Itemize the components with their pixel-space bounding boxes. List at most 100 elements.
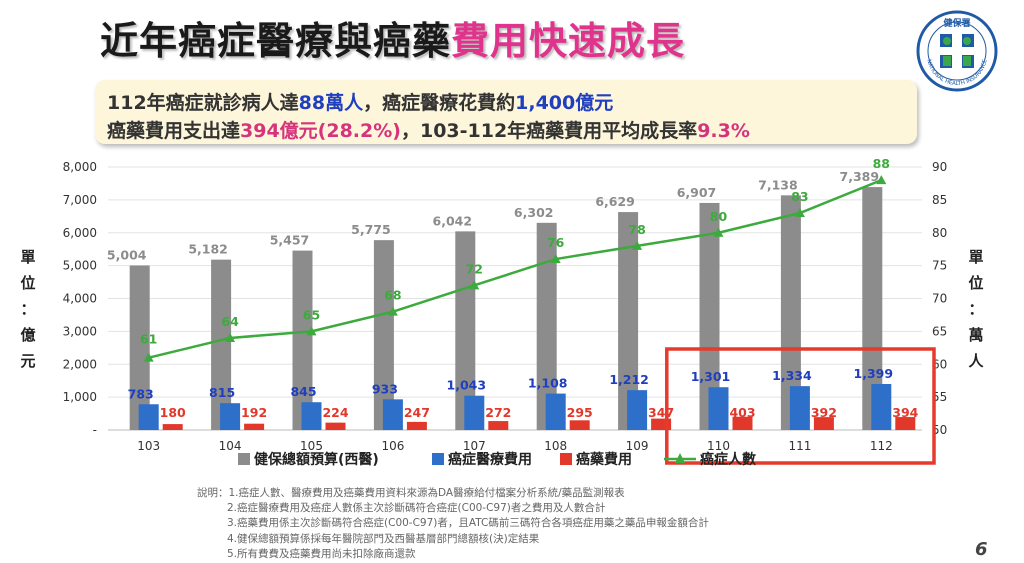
data-label: 5,775 [351, 222, 391, 237]
data-label: 392 [811, 405, 837, 420]
bar-cancer-drug [325, 422, 346, 430]
data-label: 180 [160, 405, 186, 420]
y2-tick-label: 60 [932, 357, 947, 371]
y2-tick-label: 65 [932, 324, 947, 338]
bar-budget [699, 202, 720, 430]
unit-char: 單 [20, 248, 36, 266]
line-point [632, 240, 643, 250]
data-label: 783 [128, 386, 154, 401]
y2-tick-label: 85 [932, 193, 947, 207]
data-label: 88 [873, 156, 890, 171]
data-label: 5,457 [270, 233, 310, 248]
legend-label: 癌症人數 [700, 451, 756, 468]
unit-char: 元 [20, 352, 36, 370]
data-label: 68 [384, 288, 401, 303]
x-tick-label: 112 [870, 439, 893, 453]
y-tick-label: 3,000 [63, 324, 97, 338]
y2-tick-label: 75 [932, 259, 947, 273]
y2-tick-label: 50 [932, 423, 947, 437]
data-label: 76 [547, 235, 565, 250]
y-tick-label: 2,000 [63, 357, 97, 371]
title-main: 近年癌症醫療與癌藥 [100, 19, 452, 63]
data-label: 394 [892, 405, 918, 420]
line-patients [148, 178, 882, 359]
data-label: 61 [140, 332, 157, 347]
bar-budget [373, 240, 394, 430]
x-tick-label: 105 [300, 439, 323, 453]
bar-cancer-care [464, 395, 485, 430]
summary-segment: ，103-112年癌藥費用平均成長率 [400, 120, 698, 142]
data-label: 78 [628, 222, 645, 237]
page-title: 近年癌症醫療與癌藥費用快速成長 [100, 10, 685, 65]
data-label: 5,004 [107, 247, 147, 262]
data-label: 1,043 [447, 378, 487, 393]
summary-segment: 394億元(28.2%) [240, 120, 401, 142]
bar-budget [455, 231, 476, 430]
line-point [794, 208, 805, 218]
data-label: 6,302 [514, 205, 554, 220]
line-point [143, 352, 154, 362]
x-tick-label: 106 [381, 439, 404, 453]
data-label: 1,301 [691, 369, 731, 384]
legend-label: 癌藥費用 [576, 451, 632, 468]
data-label: 403 [729, 405, 755, 420]
bar-cancer-drug [162, 424, 183, 430]
legend-swatch [432, 453, 444, 465]
bar-cancer-care [138, 404, 159, 430]
data-label: 845 [290, 384, 316, 399]
footnote-line: 4.健保總額預算係採每年醫院部門及西醫基層部門總額核(決)定結果 [227, 532, 540, 545]
page-number: 6 [975, 539, 988, 560]
data-label: 347 [648, 405, 674, 420]
y-tick-label: 7,000 [63, 193, 97, 207]
data-label: 7,389 [840, 169, 880, 184]
data-label: 6,042 [433, 213, 473, 228]
footnote-line: 5.所有費費及癌藥費用尚未扣除廠商還款 [227, 547, 416, 560]
legend-swatch [238, 453, 250, 465]
bar-cancer-care [789, 386, 810, 430]
highlight-box [665, 347, 936, 465]
legend-label: 癌症醫療費用 [448, 451, 532, 468]
data-label: 224 [322, 405, 348, 420]
bar-cancer-care [627, 390, 648, 430]
bar-budget [862, 187, 883, 430]
unit-char: 位 [968, 274, 984, 292]
line-point [306, 326, 317, 336]
national-health-insurance-logo: 健保署 NATIONAL HEALTH INSURANCE [916, 10, 998, 92]
unit-char: 人 [968, 352, 984, 370]
summary-segment: 88萬人 [298, 92, 364, 114]
bar-cancer-drug [244, 423, 265, 430]
y-tick-label: 8,000 [63, 160, 97, 174]
summary-segment: 1,400億元 [515, 92, 614, 114]
y-tick-label: 5,000 [63, 259, 97, 273]
line-point [387, 306, 398, 316]
bar-cancer-drug [569, 420, 590, 430]
unit-char: 億 [20, 326, 36, 344]
data-label: 5,182 [188, 242, 228, 257]
summary-segment: 112年癌症就診病人達 [107, 92, 299, 114]
unit-char: 萬 [968, 326, 984, 344]
footnote-line: 說明：1.癌症人數、醫療費用及癌藥費用資料來源為DA醫療給付檔案分析系統/藥品監… [197, 487, 625, 499]
data-label: 933 [372, 381, 398, 396]
unit-char: ： [968, 300, 984, 318]
unit-char: 單 [968, 248, 984, 266]
data-label: 7,138 [758, 177, 798, 192]
data-label: 815 [209, 385, 235, 400]
data-label: 72 [466, 261, 483, 276]
data-label: 1,334 [772, 368, 812, 383]
x-tick-label: 110 [707, 439, 730, 453]
line-point [713, 227, 724, 237]
legend-swatch [560, 453, 572, 465]
summary-segment: 癌藥費用支出達 [107, 120, 241, 142]
bar-cancer-care [545, 393, 566, 430]
y-tick-label: 1,000 [63, 390, 97, 404]
title-highlight: 費用快速成長 [451, 19, 686, 63]
unit-char: 位 [20, 274, 36, 292]
data-label: 247 [404, 405, 430, 420]
data-label: 1,399 [854, 366, 894, 381]
x-tick-label: 109 [626, 439, 649, 453]
line-point [225, 332, 236, 342]
y-tick-label: - [93, 423, 97, 437]
bar-budget [618, 212, 639, 430]
x-tick-label: 111 [788, 439, 811, 453]
y2-tick-label: 90 [932, 160, 947, 174]
